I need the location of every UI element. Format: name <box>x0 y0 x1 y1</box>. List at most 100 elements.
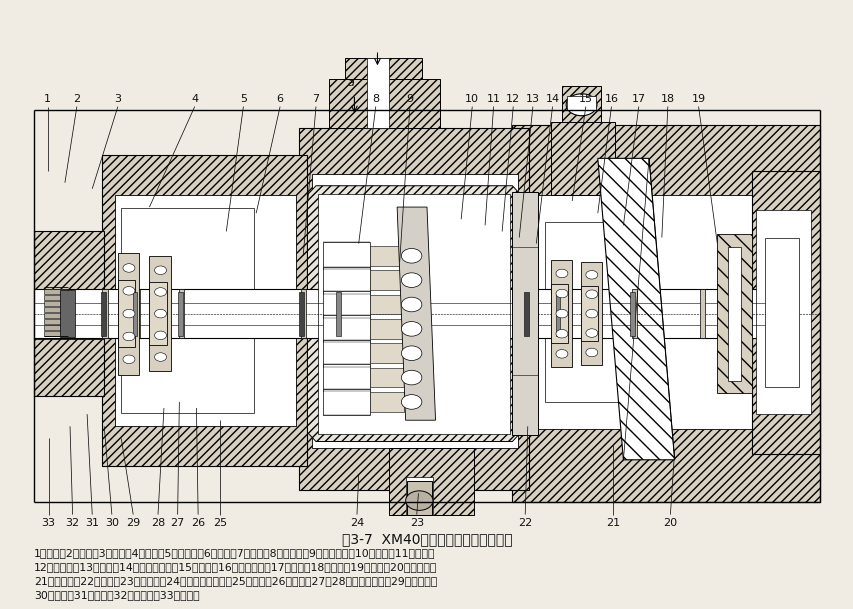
Bar <box>727 247 740 381</box>
Bar <box>369 295 403 314</box>
Bar <box>322 315 369 342</box>
Circle shape <box>123 309 135 318</box>
Polygon shape <box>299 128 529 490</box>
Bar <box>133 292 137 336</box>
Circle shape <box>585 270 597 279</box>
Bar <box>630 292 634 336</box>
Circle shape <box>401 346 421 361</box>
Bar <box>44 325 68 330</box>
Bar <box>544 222 630 402</box>
Text: 30－油封；31－卡环；32－油封盖；33－挡圈。: 30－油封；31－卡环；32－油封盖；33－挡圈。 <box>34 590 200 600</box>
Bar <box>322 340 369 367</box>
Bar <box>322 242 369 269</box>
Text: 10: 10 <box>465 94 479 104</box>
Bar <box>44 331 68 336</box>
Circle shape <box>585 290 597 298</box>
Bar <box>44 301 68 306</box>
Circle shape <box>123 287 135 295</box>
Text: 图3-7  XM40系列液压马达的装配结构: 图3-7 XM40系列液压马达的装配结构 <box>341 532 512 546</box>
Polygon shape <box>388 448 473 515</box>
Text: 33: 33 <box>42 518 55 527</box>
Bar <box>555 292 560 336</box>
Polygon shape <box>597 158 674 460</box>
Text: 18: 18 <box>660 94 674 104</box>
Text: 30: 30 <box>105 518 119 527</box>
Bar <box>322 389 369 415</box>
Bar <box>34 289 104 339</box>
Circle shape <box>555 269 567 278</box>
Bar <box>179 289 184 338</box>
Bar <box>135 289 140 338</box>
Bar <box>512 192 537 435</box>
Bar <box>405 477 432 515</box>
Circle shape <box>123 333 135 340</box>
Text: 22: 22 <box>518 518 531 527</box>
Text: 8: 8 <box>372 94 379 104</box>
Bar <box>561 86 601 122</box>
Bar <box>34 297 44 332</box>
Bar <box>149 282 166 345</box>
Bar <box>44 295 68 300</box>
Bar <box>550 284 567 343</box>
Polygon shape <box>345 58 421 79</box>
Circle shape <box>585 348 597 357</box>
Text: a: a <box>347 79 354 88</box>
Text: 29: 29 <box>126 518 140 527</box>
Bar <box>299 292 304 336</box>
Text: 4: 4 <box>191 94 198 104</box>
Circle shape <box>401 297 421 312</box>
Bar <box>322 291 369 318</box>
Text: 1: 1 <box>44 94 51 104</box>
Bar <box>102 289 107 338</box>
Text: 17: 17 <box>631 94 645 104</box>
Text: 24: 24 <box>350 518 363 527</box>
Text: 2: 2 <box>73 94 80 104</box>
Circle shape <box>585 329 597 337</box>
Circle shape <box>401 273 421 287</box>
Text: 20: 20 <box>663 518 676 527</box>
Circle shape <box>154 266 166 275</box>
Bar <box>580 262 601 365</box>
Polygon shape <box>34 231 104 396</box>
Bar <box>317 194 509 434</box>
Circle shape <box>555 329 567 338</box>
Text: 12－弹簧柱；13－轴承；14－可调整垫片；15－球铰；16－回程压盘；17－滑靴；18－斜盘；19－泵盖；20－定位销；: 12－弹簧柱；13－轴承；14－可调整垫片；15－球铰；16－回程压盘；17－滑… <box>34 562 437 572</box>
Circle shape <box>154 331 166 340</box>
Text: 12: 12 <box>506 94 519 104</box>
Bar <box>60 290 75 337</box>
Bar <box>44 307 68 312</box>
Bar <box>44 319 68 324</box>
Text: 14: 14 <box>545 94 559 104</box>
Bar <box>311 174 518 448</box>
Bar <box>369 343 403 363</box>
Circle shape <box>566 94 596 116</box>
Text: 16: 16 <box>604 94 618 104</box>
Polygon shape <box>328 79 439 128</box>
Text: 11: 11 <box>486 94 500 104</box>
Bar <box>529 195 793 429</box>
Circle shape <box>154 287 166 296</box>
Text: 26: 26 <box>191 518 205 527</box>
Bar <box>367 58 388 128</box>
Bar <box>149 256 171 371</box>
Bar <box>115 195 296 426</box>
Bar <box>118 280 135 347</box>
Circle shape <box>585 309 597 318</box>
Circle shape <box>401 248 421 263</box>
Bar <box>556 289 561 338</box>
Bar <box>406 481 432 515</box>
Bar <box>34 289 785 338</box>
Bar <box>369 246 403 266</box>
Text: 13: 13 <box>525 94 539 104</box>
Bar <box>34 110 819 515</box>
Text: 25: 25 <box>213 518 227 527</box>
Circle shape <box>555 309 567 318</box>
Circle shape <box>123 264 135 272</box>
Text: 5: 5 <box>240 94 247 104</box>
Bar <box>369 392 403 412</box>
Bar <box>566 96 595 110</box>
Bar <box>322 267 369 294</box>
Text: 1－螺钉；2－弹簧；3－轴套；4－轴承；5－传动轴；6－轴承；7－壳体；8－配流盘；9－柱塞缸体；10－柱塞；11－弹簧；: 1－螺钉；2－弹簧；3－轴套；4－轴承；5－传动轴；6－轴承；7－壳体；8－配流… <box>34 548 435 558</box>
Text: 19: 19 <box>691 94 705 104</box>
Text: 31: 31 <box>85 518 99 527</box>
